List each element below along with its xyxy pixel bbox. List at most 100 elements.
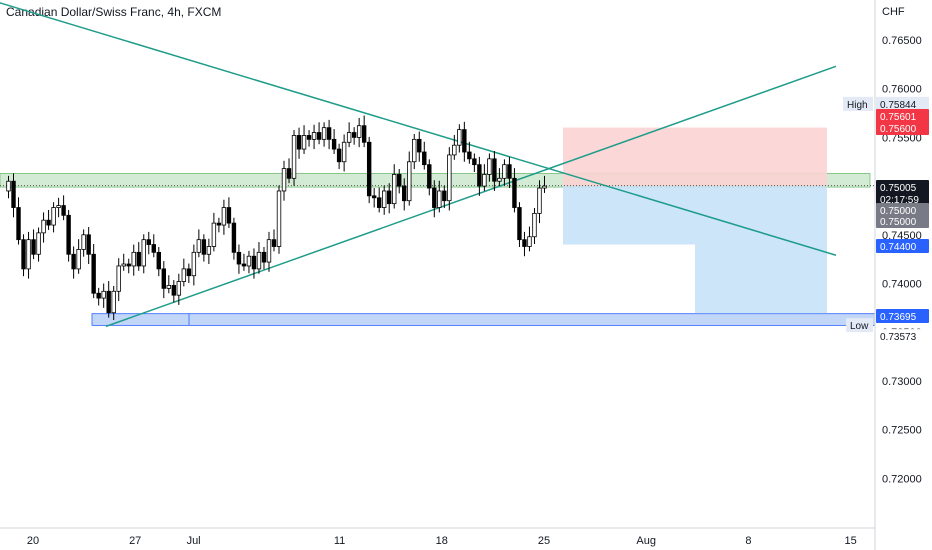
price-tag: 0.75600 [876, 121, 929, 135]
candle-up [56, 205, 61, 208]
candle-down [512, 177, 517, 208]
candles-layer [6, 115, 547, 321]
trendline[interactable] [105, 65, 837, 328]
candle-down [402, 185, 407, 202]
candle-up [111, 290, 116, 314]
candle-up [266, 239, 272, 263]
price-tick-label: 0.72500 [882, 425, 922, 437]
time-tick-label: 25 [538, 535, 550, 547]
price-tag-bg [876, 192, 929, 206]
time-tick-label: 27 [129, 535, 141, 547]
candle-down [171, 285, 177, 296]
candle-down [241, 263, 247, 267]
candle-down [397, 174, 402, 187]
candle-down [422, 151, 427, 166]
candle-up [276, 190, 282, 247]
candle-up [166, 285, 172, 289]
candle-up [281, 168, 287, 192]
price-tag: 0.73695 [876, 309, 929, 323]
candle-down [151, 244, 156, 253]
candle-up [452, 144, 457, 156]
candle-down [371, 195, 377, 199]
price-tag-bg [876, 203, 929, 217]
candle-up [356, 125, 362, 138]
candle-down [106, 290, 111, 314]
candle-down [61, 205, 66, 216]
candle-up [341, 141, 347, 163]
candle-up [291, 135, 297, 179]
trendline[interactable] [0, 0, 837, 256]
candle-down [492, 158, 497, 182]
price-axis: CHF0.765000.760000.755000.750000.745000.… [874, 0, 922, 550]
low-zone [91, 313, 876, 326]
candle-up [321, 127, 327, 140]
candle-down [261, 251, 267, 263]
price-tag-text: 0.75005 [880, 183, 917, 194]
candle-down [417, 138, 422, 153]
candle-down [427, 164, 432, 189]
price-tag-text: 02:17:59 [880, 195, 919, 206]
low-label: Low [850, 321, 869, 332]
price-tag: 0.75601 [876, 109, 929, 123]
candle-down [376, 197, 382, 208]
candle-up [211, 222, 217, 247]
candle-up [101, 290, 106, 299]
candle-down [201, 239, 207, 255]
price-tag: 0.75005 [876, 180, 929, 194]
time-tick-label: Jul [187, 535, 201, 547]
price-tag-bg [876, 214, 929, 228]
time-tick-label: 11 [334, 535, 345, 547]
candle-down [296, 135, 302, 150]
trendlines-layer [0, 0, 837, 328]
candle-up [482, 174, 487, 187]
candle-down [11, 180, 16, 208]
low-value-tag-text: 0.73573 [880, 332, 917, 343]
candle-down [467, 151, 472, 160]
time-tick-label: 20 [27, 535, 39, 547]
candle-up [26, 239, 31, 270]
candle-down [71, 253, 76, 270]
candle-up [437, 190, 442, 208]
candle-down [286, 168, 292, 179]
candle-up [221, 207, 227, 226]
candle-up [407, 161, 412, 202]
candle-down [96, 292, 101, 299]
candle-up [191, 251, 197, 277]
candle-up [487, 158, 492, 175]
price-tick-label: 0.73000 [882, 376, 922, 388]
candle-down [361, 125, 367, 143]
candle-down [316, 132, 322, 140]
stop-loss-zone [563, 127, 827, 187]
time-tick-label: 8 [745, 535, 751, 547]
candle-up [457, 129, 462, 146]
candle-down [21, 239, 26, 270]
candle-up [141, 239, 146, 267]
candle-down [231, 222, 237, 253]
candle-down [336, 148, 342, 163]
candle-down [31, 239, 36, 255]
candle-up [381, 190, 387, 208]
price-tag-text: 0.73695 [880, 312, 917, 323]
candle-up [6, 180, 11, 192]
time-tick-label: 18 [436, 535, 448, 547]
candle-down [387, 190, 392, 205]
price-tag-bg [876, 121, 929, 135]
candle-up [51, 207, 56, 226]
candle-up [542, 185, 547, 189]
candle-down [136, 251, 141, 267]
high-label: High [847, 100, 868, 111]
candle-down [477, 164, 482, 187]
low-value-tag-bg [876, 329, 929, 344]
candle-up [346, 132, 352, 143]
candle-up [246, 255, 252, 267]
candle-up [502, 164, 507, 179]
candle-up [447, 154, 452, 202]
price-tag: 0.75000 [876, 203, 929, 217]
candle-up [176, 281, 182, 296]
price-tick-label: 0.74000 [882, 279, 922, 291]
candle-down [66, 214, 71, 255]
price-tick-label: 0.74500 [882, 230, 922, 242]
candle-up [532, 212, 537, 238]
candle-down [126, 263, 131, 267]
